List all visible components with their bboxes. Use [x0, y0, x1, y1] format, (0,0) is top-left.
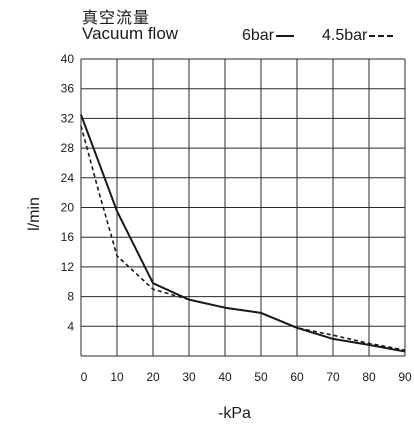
x-tick-label-30: 30 — [182, 370, 196, 384]
legend-4-5bar: 4.5bar — [322, 27, 394, 45]
x-tick-label-10: 10 — [110, 370, 124, 384]
x-tick-label-80: 80 — [362, 370, 376, 384]
y-tick-label-40: 40 — [61, 52, 75, 66]
y-tick-label-8: 8 — [67, 290, 74, 304]
x-axis-label: -kPa — [218, 405, 251, 422]
y-tick-label-36: 36 — [61, 82, 75, 96]
series-line-6bar — [80, 114, 406, 353]
legend-swatch-dashed — [369, 35, 394, 37]
x-tick-label-60: 60 — [290, 370, 304, 384]
x-tick-label-70: 70 — [326, 370, 340, 384]
series-lines — [80, 114, 406, 353]
legend-label-6bar: 6bar — [242, 27, 275, 44]
y-tick-label-20: 20 — [61, 201, 75, 215]
grid — [80, 58, 406, 357]
legend-label-4-5bar: 4.5bar — [322, 27, 368, 44]
y-axis-label: l/min — [25, 197, 43, 231]
x-tick-label-50: 50 — [254, 370, 268, 384]
y-tick-label-32: 32 — [61, 111, 75, 125]
x-tick-label-0: 0 — [81, 370, 88, 384]
chart-subtitle: Vacuum flow — [82, 24, 179, 43]
y-tick-label-12: 12 — [61, 260, 75, 274]
legend-swatch-solid — [276, 35, 295, 37]
legend-6bar: 6bar — [242, 27, 295, 45]
series-line-4-5bar — [80, 125, 406, 351]
y-tick-label-24: 24 — [61, 171, 75, 185]
y-tick-label-16: 16 — [61, 230, 75, 244]
x-tick-label-40: 40 — [218, 370, 232, 384]
x-tick-label-90: 90 — [398, 370, 412, 384]
chart-title: 真空流量 — [82, 10, 151, 27]
y-tick-label-28: 28 — [61, 141, 75, 155]
tick-labels: 0 10 20 30 40 50 60 70 80 90 4 8 12 16 20 24 28 32 36 40 — [61, 52, 412, 384]
y-tick-label-4: 4 — [67, 319, 74, 333]
x-tick-label-20: 20 — [146, 370, 160, 384]
